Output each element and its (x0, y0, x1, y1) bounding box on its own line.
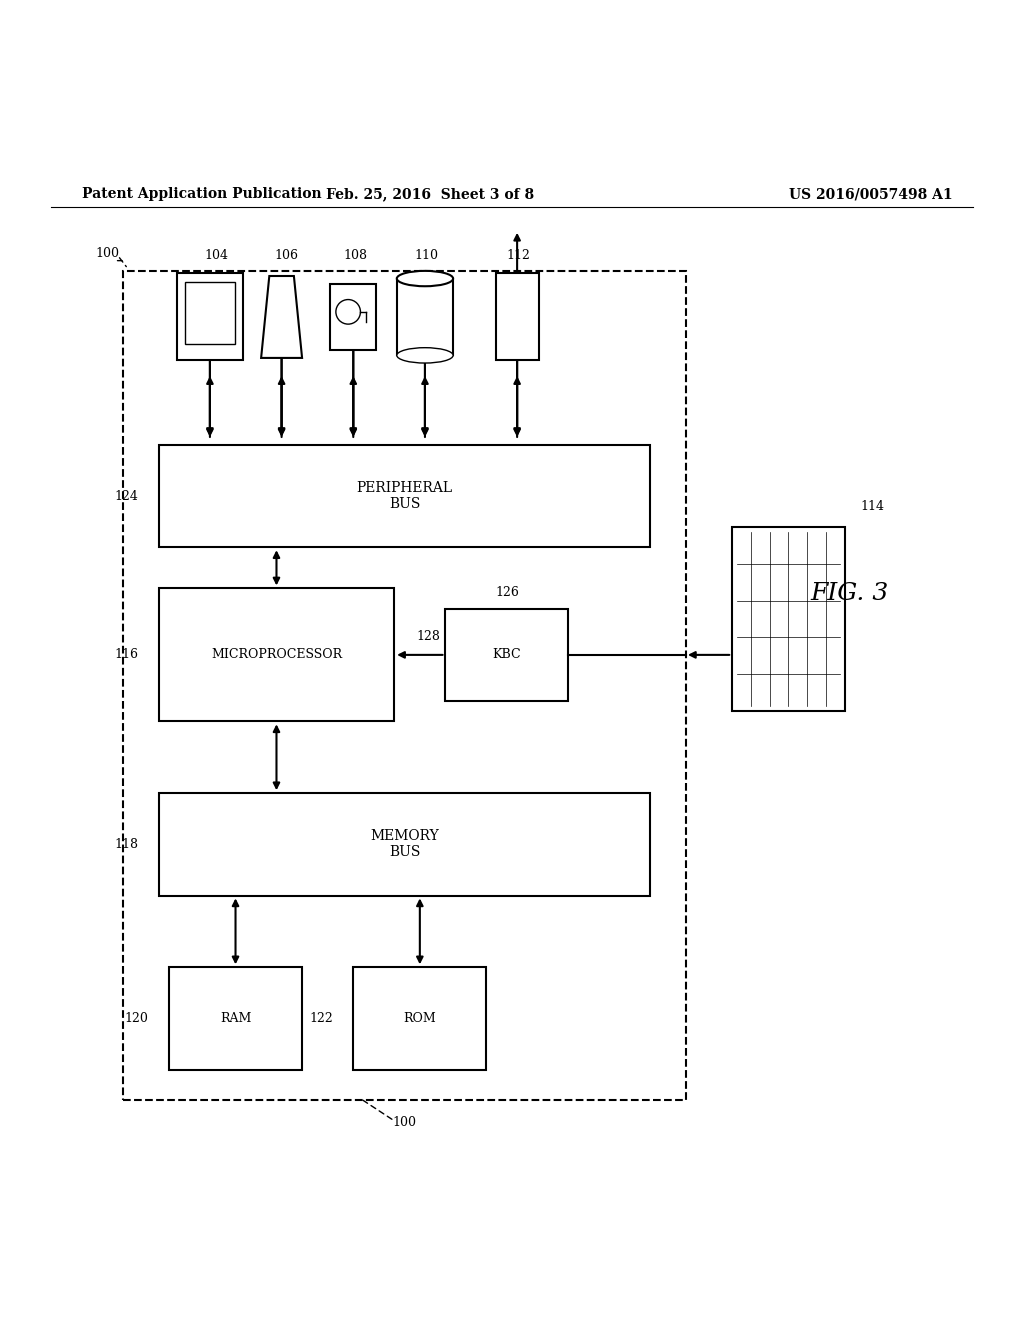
Text: ROM: ROM (403, 1012, 436, 1024)
Text: 104: 104 (205, 249, 228, 261)
Text: 124: 124 (115, 490, 138, 503)
Ellipse shape (396, 271, 453, 286)
Polygon shape (261, 276, 302, 358)
Text: 114: 114 (860, 500, 884, 513)
Text: 120: 120 (125, 1012, 148, 1024)
Text: MEMORY
BUS: MEMORY BUS (370, 829, 439, 859)
Bar (159, 589, 394, 722)
Text: PERIPHERAL
BUS: PERIPHERAL BUS (356, 480, 453, 511)
Text: 108: 108 (343, 249, 367, 261)
Bar (176, 273, 244, 360)
Text: 106: 106 (274, 249, 298, 261)
Text: 128: 128 (417, 630, 440, 643)
Text: 116: 116 (115, 648, 138, 661)
Bar (353, 968, 486, 1069)
Text: 126: 126 (495, 586, 519, 598)
Text: 110: 110 (415, 249, 438, 261)
Text: FIG. 3: FIG. 3 (811, 582, 889, 605)
Text: 112: 112 (507, 249, 530, 261)
Text: 100: 100 (392, 1117, 417, 1130)
Text: 100: 100 (95, 247, 120, 260)
Text: 122: 122 (309, 1012, 333, 1024)
Text: MICROPROCESSOR: MICROPROCESSOR (211, 648, 342, 661)
Ellipse shape (396, 347, 453, 363)
Text: Patent Application Publication: Patent Application Publication (82, 187, 322, 201)
Text: KBC: KBC (493, 648, 521, 661)
Bar (159, 793, 650, 895)
Bar (169, 968, 302, 1069)
Text: 118: 118 (115, 838, 138, 851)
Bar (396, 279, 453, 355)
Text: RAM: RAM (220, 1012, 251, 1024)
Bar (330, 284, 376, 350)
Text: Feb. 25, 2016  Sheet 3 of 8: Feb. 25, 2016 Sheet 3 of 8 (326, 187, 535, 201)
Bar (445, 609, 568, 701)
Bar (184, 281, 234, 345)
Bar (496, 273, 539, 360)
Text: US 2016/0057498 A1: US 2016/0057498 A1 (788, 187, 952, 201)
Bar (123, 271, 686, 1101)
Circle shape (336, 300, 360, 325)
Bar (159, 445, 650, 548)
Bar (732, 527, 845, 711)
